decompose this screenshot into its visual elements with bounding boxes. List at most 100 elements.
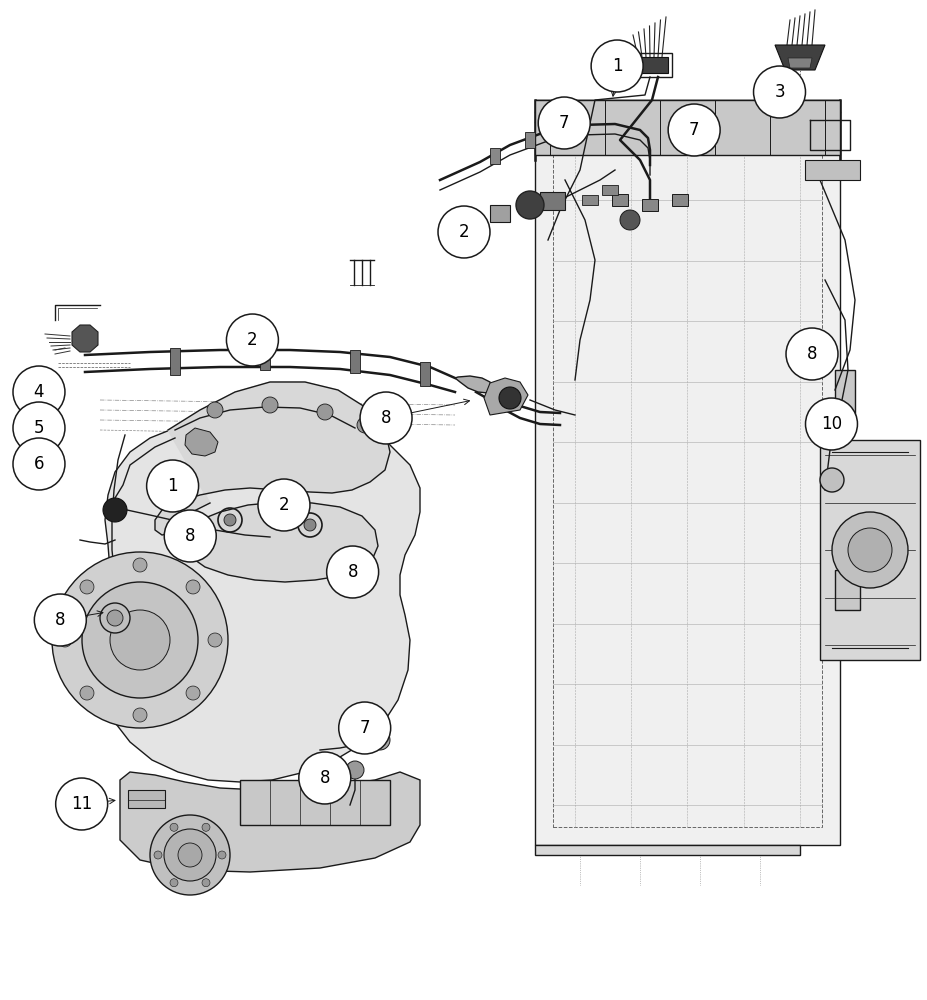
Circle shape xyxy=(146,460,198,512)
Circle shape xyxy=(805,398,857,450)
Circle shape xyxy=(218,851,226,859)
Polygon shape xyxy=(535,100,839,155)
Polygon shape xyxy=(72,325,98,352)
Text: 7: 7 xyxy=(558,114,569,132)
Circle shape xyxy=(154,851,162,859)
Circle shape xyxy=(499,387,520,409)
Circle shape xyxy=(13,366,65,418)
Circle shape xyxy=(13,438,65,490)
Circle shape xyxy=(338,702,390,754)
Text: 1: 1 xyxy=(611,57,622,75)
Text: 6: 6 xyxy=(33,455,44,473)
Text: 3: 3 xyxy=(773,83,784,101)
Polygon shape xyxy=(420,362,429,386)
Circle shape xyxy=(590,40,642,92)
Polygon shape xyxy=(535,845,799,855)
Polygon shape xyxy=(489,205,510,222)
Polygon shape xyxy=(834,370,854,420)
Text: 10: 10 xyxy=(820,415,841,433)
Polygon shape xyxy=(128,790,165,808)
Text: 1: 1 xyxy=(167,477,178,495)
Circle shape xyxy=(164,829,216,881)
FancyBboxPatch shape xyxy=(602,185,617,195)
Polygon shape xyxy=(155,382,389,582)
Circle shape xyxy=(258,479,310,531)
Polygon shape xyxy=(804,160,859,180)
Text: 8: 8 xyxy=(184,527,196,545)
Text: 2: 2 xyxy=(278,496,289,514)
Polygon shape xyxy=(260,347,270,370)
Polygon shape xyxy=(819,440,919,660)
Circle shape xyxy=(223,514,235,526)
Circle shape xyxy=(207,402,222,418)
Polygon shape xyxy=(556,122,566,138)
Text: 5: 5 xyxy=(33,419,44,437)
Text: 4: 4 xyxy=(33,383,44,401)
Text: 8: 8 xyxy=(319,769,330,787)
Polygon shape xyxy=(98,410,420,782)
Circle shape xyxy=(133,558,146,572)
Circle shape xyxy=(56,778,108,830)
Polygon shape xyxy=(454,376,491,393)
Text: 7: 7 xyxy=(359,719,370,737)
Circle shape xyxy=(538,97,590,149)
Circle shape xyxy=(832,512,907,588)
Circle shape xyxy=(360,392,412,444)
Circle shape xyxy=(357,417,373,433)
FancyBboxPatch shape xyxy=(611,194,628,206)
Polygon shape xyxy=(349,350,360,373)
FancyBboxPatch shape xyxy=(641,199,657,211)
Circle shape xyxy=(261,397,278,413)
Circle shape xyxy=(170,823,178,831)
Text: 11: 11 xyxy=(71,795,92,813)
Text: 8: 8 xyxy=(55,611,66,629)
Text: 2: 2 xyxy=(458,223,469,241)
Circle shape xyxy=(753,66,805,118)
Circle shape xyxy=(226,314,278,366)
Circle shape xyxy=(170,879,178,887)
Circle shape xyxy=(100,603,130,633)
Polygon shape xyxy=(787,58,811,68)
Circle shape xyxy=(785,328,837,380)
Circle shape xyxy=(150,815,230,895)
Circle shape xyxy=(34,594,86,646)
Polygon shape xyxy=(525,132,535,148)
Polygon shape xyxy=(170,348,180,375)
Circle shape xyxy=(298,752,350,804)
Circle shape xyxy=(178,843,202,867)
Circle shape xyxy=(103,498,127,522)
Circle shape xyxy=(370,730,389,750)
Polygon shape xyxy=(240,780,389,825)
Circle shape xyxy=(80,580,94,594)
Circle shape xyxy=(110,610,170,670)
Circle shape xyxy=(52,552,228,728)
Circle shape xyxy=(317,404,333,420)
Circle shape xyxy=(202,879,210,887)
Circle shape xyxy=(619,210,640,230)
Circle shape xyxy=(133,708,146,722)
Polygon shape xyxy=(489,148,500,164)
Polygon shape xyxy=(484,378,527,415)
Circle shape xyxy=(515,191,543,219)
Text: 8: 8 xyxy=(380,409,391,427)
Circle shape xyxy=(438,206,489,258)
FancyBboxPatch shape xyxy=(671,194,687,206)
Circle shape xyxy=(164,510,216,562)
FancyBboxPatch shape xyxy=(581,195,597,205)
Circle shape xyxy=(80,686,94,700)
Circle shape xyxy=(82,582,197,698)
Circle shape xyxy=(185,686,200,700)
Polygon shape xyxy=(774,45,824,70)
Circle shape xyxy=(57,633,72,647)
Circle shape xyxy=(202,823,210,831)
Polygon shape xyxy=(540,192,565,210)
Text: 7: 7 xyxy=(688,121,699,139)
Circle shape xyxy=(847,528,891,572)
Circle shape xyxy=(667,104,719,156)
Circle shape xyxy=(304,519,316,531)
Circle shape xyxy=(107,610,123,626)
Circle shape xyxy=(346,761,363,779)
Circle shape xyxy=(326,546,378,598)
Circle shape xyxy=(819,468,843,492)
Circle shape xyxy=(13,402,65,454)
